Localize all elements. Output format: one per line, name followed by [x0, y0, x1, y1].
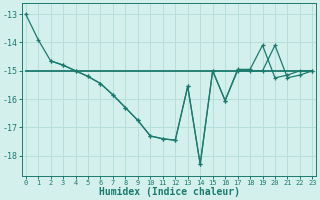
- X-axis label: Humidex (Indice chaleur): Humidex (Indice chaleur): [99, 187, 240, 197]
